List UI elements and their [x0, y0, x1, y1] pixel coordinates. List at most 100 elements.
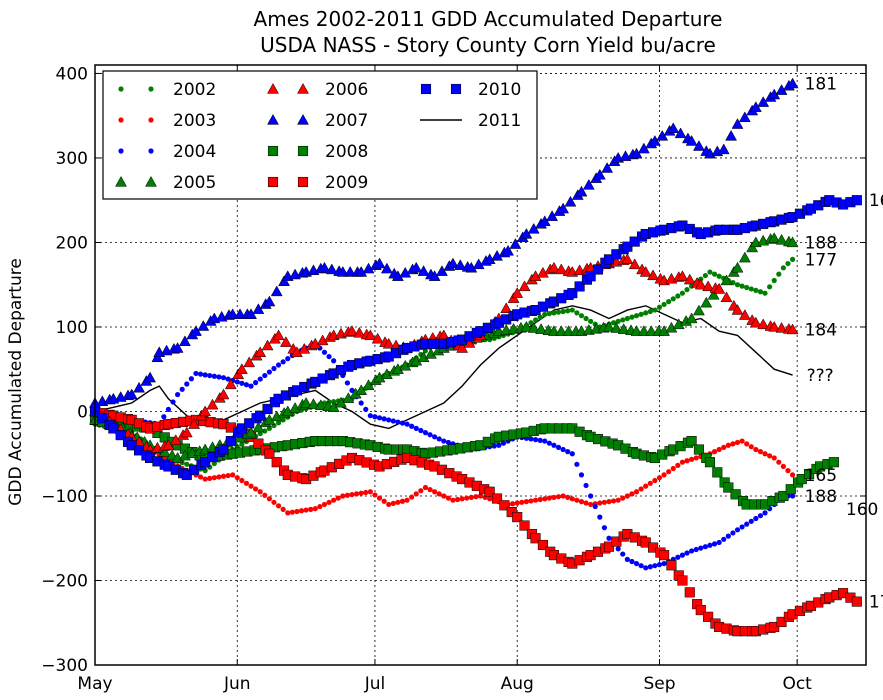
- data-point-2002: [633, 313, 640, 319]
- data-point-2002: [739, 283, 745, 289]
- data-point-2003: [610, 498, 617, 504]
- data-point-2005: [645, 325, 658, 336]
- chart-title: Ames 2002-2011 GDD Accumulated Departure: [254, 7, 723, 31]
- data-point-2003: [656, 475, 663, 481]
- x-tick-label: Aug: [501, 674, 534, 694]
- data-point-2003: [523, 499, 529, 505]
- data-point-2004: [253, 380, 259, 386]
- data-point-2006: [511, 287, 524, 298]
- data-point-2009: [519, 520, 530, 531]
- data-point-2009: [603, 541, 615, 552]
- data-point-2003: [606, 499, 612, 505]
- data-point-2006: [254, 346, 267, 357]
- legend-swatch: [297, 176, 309, 188]
- data-point-2003: [588, 501, 594, 508]
- data-point-2004: [367, 413, 373, 419]
- legend: 2002 2003 2004 2005 2006 2007 2008 2009 2010 2011: [102, 70, 538, 200]
- data-point-2008: [804, 468, 815, 480]
- data-point-2002: [569, 307, 575, 313]
- data-point-2010: [851, 195, 862, 206]
- data-point-2003: [344, 492, 351, 498]
- data-point-2003: [298, 508, 305, 514]
- data-point-2004: [620, 551, 626, 557]
- data-point-2005: [562, 325, 575, 336]
- data-point-2002: [679, 290, 686, 296]
- data-point-2004: [689, 548, 695, 554]
- data-point-2003: [753, 446, 759, 453]
- data-point-2003: [294, 508, 300, 515]
- data-point-2005: [610, 322, 623, 333]
- data-point-2003: [565, 494, 571, 500]
- data-point-2003: [716, 446, 722, 453]
- data-point-2004: [202, 372, 208, 378]
- data-point-2003: [413, 491, 419, 497]
- data-point-2004: [381, 416, 387, 422]
- data-point-2010: [262, 403, 273, 414]
- data-point-2004: [560, 446, 566, 453]
- x-tick-label: Jul: [364, 674, 386, 694]
- data-point-2003: [363, 489, 369, 496]
- data-point-2004: [789, 493, 796, 499]
- data-point-2002: [275, 420, 282, 426]
- data-point-2003: [376, 495, 383, 501]
- data-point-2007: [270, 285, 283, 297]
- data-point-2002: [542, 311, 548, 317]
- legend-item-2009: 2009: [267, 173, 368, 193]
- data-point-2004: [197, 371, 204, 377]
- data-point-2007: [171, 342, 184, 353]
- data-point-2010: [207, 452, 218, 463]
- data-point-2005: [700, 296, 713, 308]
- legend-swatch: [450, 83, 462, 95]
- data-point-2008: [704, 457, 716, 468]
- data-point-2009: [851, 596, 862, 607]
- data-point-2004: [363, 406, 369, 412]
- data-point-2004: [175, 391, 181, 398]
- data-point-2003: [285, 510, 291, 516]
- data-point-2009: [684, 587, 695, 598]
- data-point-2003: [771, 455, 777, 461]
- yield-label-2005: 188: [805, 233, 837, 253]
- data-point-2009: [677, 575, 688, 586]
- series-2007: [89, 77, 799, 408]
- data-point-2006: [702, 280, 715, 292]
- data-point-2003: [487, 496, 493, 502]
- data-point-2003: [519, 499, 525, 505]
- data-point-2004: [165, 406, 172, 412]
- data-point-2009: [506, 506, 517, 518]
- data-point-2009: [666, 560, 677, 571]
- data-point-2006: [555, 263, 568, 275]
- data-point-2003: [551, 494, 557, 500]
- data-point-2006: [364, 329, 377, 341]
- yield-label-2011: ???: [807, 366, 834, 386]
- data-point-2004: [643, 565, 649, 571]
- data-point-2004: [656, 562, 663, 568]
- data-point-2003: [358, 490, 364, 496]
- data-point-2003: [532, 497, 539, 503]
- data-point-2004: [372, 414, 378, 420]
- data-point-2003: [514, 500, 520, 506]
- data-point-2003: [528, 498, 534, 504]
- data-point-2002: [537, 314, 543, 320]
- data-point-2006: [786, 323, 799, 335]
- data-point-2002: [675, 293, 681, 299]
- data-point-2003: [693, 455, 699, 461]
- data-point-2004: [262, 372, 268, 379]
- data-point-2002: [280, 417, 286, 423]
- data-point-2002: [776, 271, 782, 277]
- data-point-2010: [574, 281, 585, 292]
- data-point-2008: [712, 467, 723, 478]
- data-point-2004: [257, 376, 263, 382]
- data-point-2007: [601, 162, 614, 173]
- data-point-2007: [731, 118, 744, 129]
- data-point-2004: [542, 438, 548, 444]
- data-point-2003: [537, 496, 543, 503]
- legend-label-2005: 2005: [173, 173, 216, 193]
- data-point-2007: [557, 202, 570, 214]
- data-point-2004: [633, 560, 640, 567]
- data-point-2004: [748, 518, 754, 524]
- data-point-2005: [630, 325, 643, 336]
- data-point-2004: [583, 482, 589, 489]
- data-point-2002: [610, 320, 617, 326]
- data-point-2008: [785, 484, 796, 495]
